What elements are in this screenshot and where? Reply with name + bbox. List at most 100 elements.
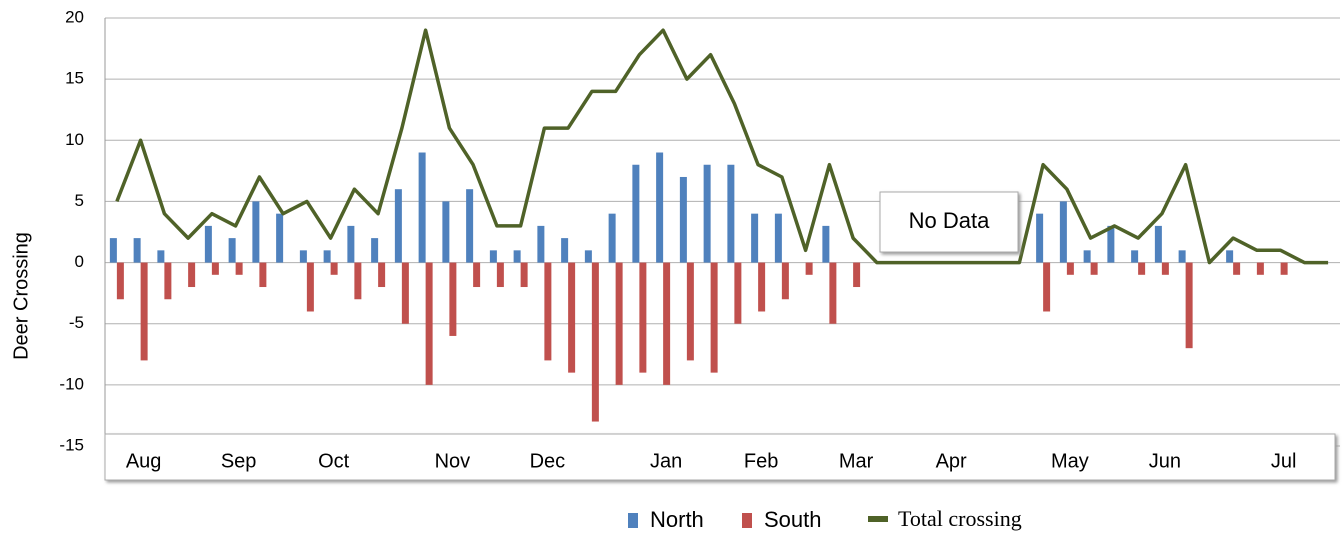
- bar: [1154, 225, 1162, 263]
- bar: [235, 262, 243, 275]
- y-axis-label: Deer Crossing: [10, 232, 32, 360]
- bar: [1233, 262, 1241, 275]
- y-tick-label: 10: [65, 130, 84, 149]
- bar: [686, 262, 694, 361]
- y-tick-label: -5: [69, 313, 84, 332]
- bar: [1178, 250, 1186, 263]
- bar: [347, 225, 355, 263]
- annotation: No Data: [909, 208, 990, 233]
- bar: [133, 238, 141, 263]
- bar: [330, 262, 338, 275]
- bar: [211, 262, 219, 275]
- bar: [442, 201, 450, 263]
- bar: [639, 262, 647, 373]
- bar: [252, 201, 260, 263]
- bar: [1185, 262, 1193, 349]
- x-tick-label: Mar: [839, 450, 874, 472]
- y-tick-label: 20: [65, 7, 84, 26]
- y-tick-label: 5: [75, 191, 84, 210]
- bar: [259, 262, 267, 288]
- legend-swatch: [742, 513, 752, 528]
- bar: [829, 262, 837, 324]
- marks: Aug Sep Oct Nov Dec Jan Feb Mar Apr May Jun Jul: [109, 28, 1329, 472]
- legend-label: Total crossing: [898, 506, 1022, 531]
- y-tick-label: 15: [65, 69, 84, 88]
- bar: [489, 250, 497, 263]
- bar: [418, 152, 426, 263]
- bar: [1036, 213, 1044, 263]
- x-tick-label: Jan: [650, 450, 682, 472]
- bar: [781, 262, 789, 300]
- x-tick-label: Dec: [530, 450, 566, 472]
- bar: [656, 152, 664, 263]
- bar: [805, 262, 813, 275]
- y-tick-label: 0: [75, 252, 84, 271]
- legend: North South Total crossing: [628, 506, 1022, 532]
- bar: [1138, 262, 1146, 275]
- bar: [853, 262, 861, 288]
- bar: [306, 262, 314, 312]
- bar: [703, 164, 711, 263]
- annotation-box: [879, 191, 1019, 253]
- bar: [116, 262, 124, 300]
- bar: [109, 238, 117, 263]
- bar: [276, 213, 284, 263]
- bar: [425, 262, 433, 385]
- x-tick-label: Oct: [318, 450, 350, 472]
- bar: [679, 176, 687, 263]
- bar: [520, 262, 528, 288]
- bar: [584, 250, 592, 263]
- bar: [1066, 262, 1074, 275]
- x-tick-label: Feb: [744, 450, 778, 472]
- line: [115, 28, 1329, 265]
- bar: [378, 262, 386, 288]
- bar: [1107, 225, 1115, 263]
- bar: [537, 225, 545, 263]
- bar: [140, 262, 148, 361]
- bar: [228, 238, 236, 263]
- bar: [663, 262, 671, 385]
- bar: [774, 213, 782, 263]
- legend-label: North: [650, 507, 704, 532]
- bar: [473, 262, 481, 288]
- bar: [401, 262, 409, 324]
- bar: [496, 262, 504, 288]
- bar: [615, 262, 623, 385]
- bar: [1043, 262, 1051, 312]
- bar: [449, 262, 457, 336]
- x-tick-label: May: [1051, 450, 1089, 472]
- bar: [727, 164, 735, 263]
- bar: [204, 225, 212, 263]
- grid: -15 -10 -5 0 5 10 15 20: [59, 7, 1340, 454]
- bar: [513, 250, 521, 263]
- bar: [164, 262, 172, 300]
- x-axis-box: [104, 433, 1336, 481]
- y-tick-label: -15: [59, 435, 84, 454]
- bar: [1161, 262, 1169, 275]
- bar: [394, 189, 402, 263]
- bar: [354, 262, 362, 300]
- bar: [1059, 201, 1067, 263]
- bar: [323, 250, 331, 263]
- x-tick-label: Sep: [221, 450, 257, 472]
- bar: [591, 262, 599, 422]
- bar: [710, 262, 718, 373]
- y-tick-label: -10: [59, 374, 84, 393]
- bar: [1280, 262, 1288, 275]
- bar: [1256, 262, 1264, 275]
- bar: [608, 213, 616, 263]
- bar: [1226, 250, 1234, 263]
- bar: [1083, 250, 1091, 263]
- bar: [466, 189, 474, 263]
- bar: [1090, 262, 1098, 275]
- bar: [758, 262, 766, 312]
- legend-swatch: [868, 516, 888, 522]
- x-tick-label: Jul: [1271, 450, 1297, 472]
- bar: [632, 164, 640, 263]
- bar: [561, 238, 569, 263]
- bar: [822, 225, 830, 263]
- bar: [568, 262, 576, 373]
- bar: [299, 250, 307, 263]
- bar: [734, 262, 742, 324]
